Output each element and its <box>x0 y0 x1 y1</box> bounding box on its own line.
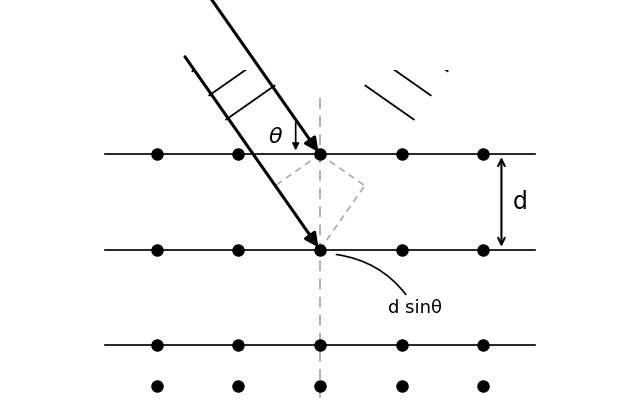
Text: d sinθ: d sinθ <box>337 255 442 318</box>
Text: d: d <box>513 190 527 214</box>
Text: θ: θ <box>268 127 282 147</box>
